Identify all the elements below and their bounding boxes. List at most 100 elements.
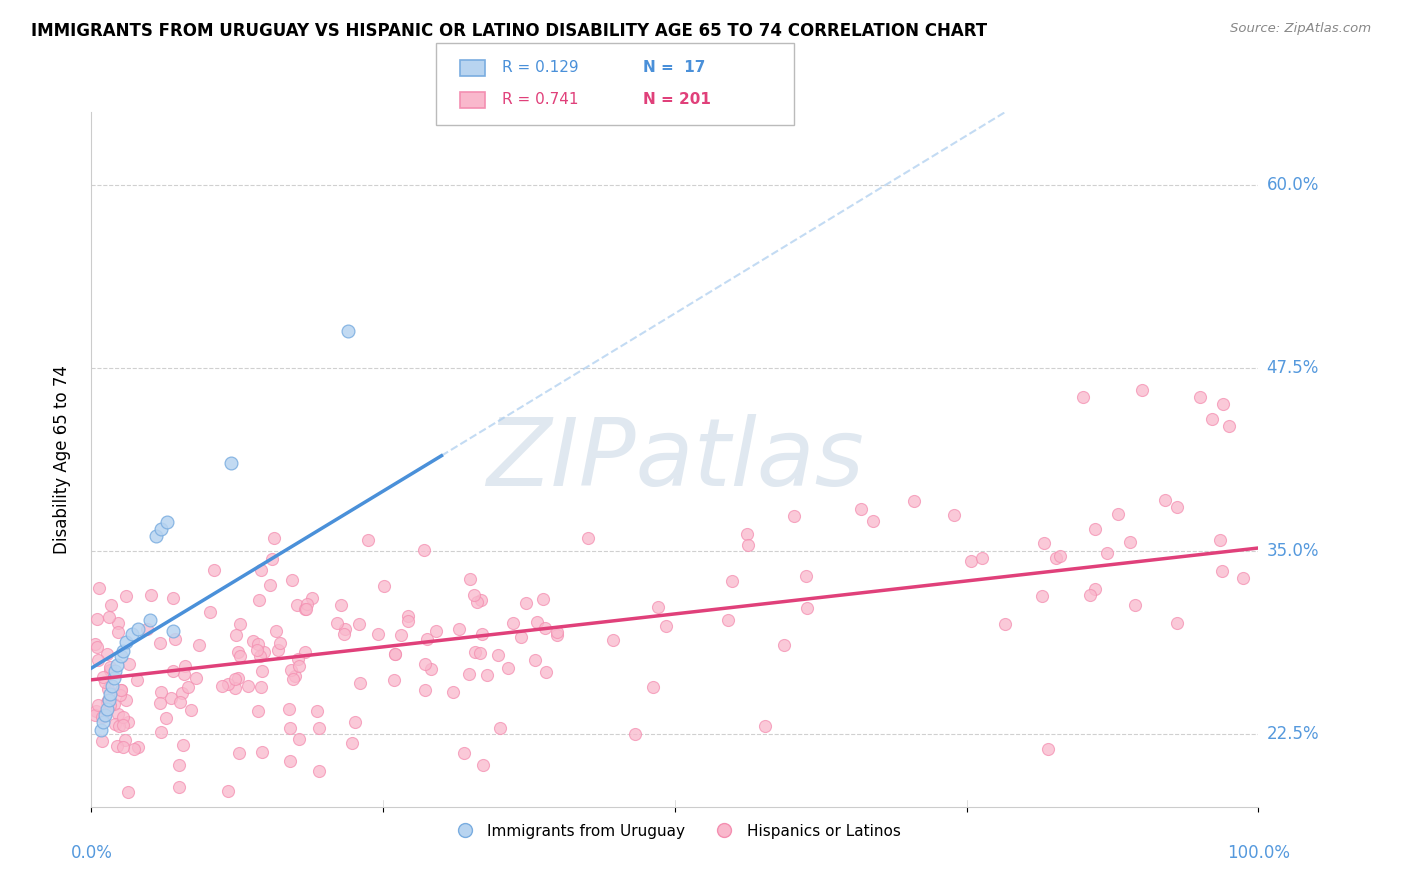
Point [114,589,136,603]
Point [224,681,246,695]
Point [172,686,194,700]
Point [94,675,117,690]
Point [211,679,233,693]
Point [83,707,105,722]
Point [110,682,132,697]
Point [263,531,285,545]
Point [1078,588,1101,602]
Point [90,723,112,737]
Point [373,579,395,593]
Point [107,616,129,631]
Point [108,719,131,733]
Point [280,663,302,677]
Point [250,563,273,577]
Point [347,617,370,632]
Point [202,562,225,576]
Point [184,671,207,685]
Point [1107,508,1129,522]
Point [103,671,125,685]
Point [107,624,129,639]
Point [1123,598,1146,612]
Point [333,627,356,641]
Point [308,722,330,736]
Point [217,676,239,690]
Point [308,764,330,779]
Point [180,703,202,717]
Point [127,622,149,636]
Point [416,632,439,646]
Point [167,780,190,794]
Point [149,685,172,699]
Point [471,626,494,640]
Point [294,602,316,616]
Point [173,666,195,681]
Point [138,613,162,627]
Point [1084,522,1107,536]
Y-axis label: Disability Age 65 to 74: Disability Age 65 to 74 [52,365,70,554]
Point [225,628,247,642]
Point [118,833,141,847]
Point [266,642,288,657]
Point [90,733,112,747]
Point [413,683,436,698]
Point [396,614,419,628]
Point [246,642,269,657]
Text: 35.0%: 35.0% [1267,542,1319,560]
Text: Source: ZipAtlas.com: Source: ZipAtlas.com [1230,22,1371,36]
Point [576,531,599,545]
Point [149,696,172,710]
Point [546,624,568,639]
Point [796,600,818,615]
Point [224,672,246,686]
Point [420,662,443,676]
Point [98,688,121,702]
Point [217,784,239,798]
Point [288,731,311,746]
Point [259,578,281,592]
Point [344,715,367,730]
Point [382,673,405,688]
Point [115,634,138,648]
Point [87,698,110,712]
Point [281,573,304,587]
Point [472,758,495,772]
Point [1212,397,1234,411]
Point [108,688,131,702]
Text: R = 0.741: R = 0.741 [502,93,578,107]
Point [110,683,132,698]
Point [720,574,742,589]
Point [150,522,173,536]
Point [264,624,287,638]
Point [1119,535,1142,549]
Point [772,638,794,652]
Point [470,592,492,607]
Point [97,693,120,707]
Point [737,538,759,552]
Point [735,527,758,541]
Point [118,657,141,671]
Point [489,722,512,736]
Point [413,657,436,672]
Point [655,619,678,633]
Point [463,588,485,602]
Point [794,569,817,583]
Point [1218,419,1240,434]
Point [96,647,118,661]
Point [515,596,537,610]
Point [441,685,464,699]
Point [148,636,170,650]
Point [121,627,143,641]
Point [862,514,884,528]
Point [93,708,115,723]
Point [477,668,499,682]
Point [97,693,120,707]
Point [86,640,108,655]
Point [127,673,149,687]
Legend: Immigrants from Uruguay, Hispanics or Latinos: Immigrants from Uruguay, Hispanics or La… [443,818,907,845]
Point [942,508,965,523]
Point [173,658,195,673]
Point [104,664,127,678]
Point [754,719,776,733]
Point [177,681,200,695]
Point [458,666,481,681]
